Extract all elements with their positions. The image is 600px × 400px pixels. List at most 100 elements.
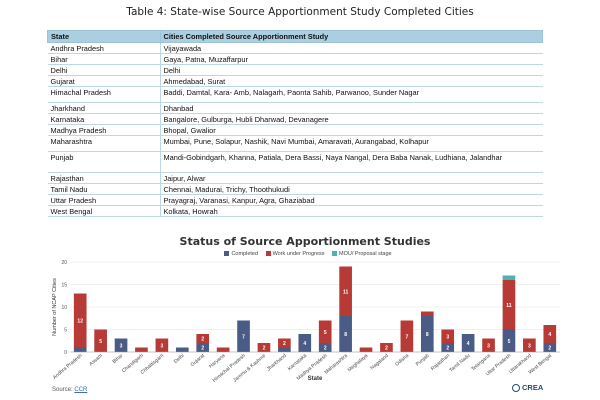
bar-segment <box>298 334 312 352</box>
header-cities: Cities Completed Source Apportionment St… <box>159 30 543 43</box>
bar-segment <box>73 347 87 352</box>
source-prefix: Source: <box>52 387 73 393</box>
x-tick-label: Haryana <box>208 353 227 370</box>
cities-cell: Jaipur, Alwar <box>160 172 543 184</box>
x-tick-label: Meghalaya <box>347 353 370 373</box>
bar-segment <box>420 316 434 352</box>
bar-segment <box>441 329 455 343</box>
state-cell: Madhya Pradesh <box>47 124 161 136</box>
bar-data-label: 11 <box>343 289 349 295</box>
bar-data-label: 8 <box>426 332 429 338</box>
bar-segment <box>502 329 516 352</box>
bar-segment <box>94 329 107 352</box>
x-axis-label: State <box>308 376 323 382</box>
y-tick-label: 5 <box>64 328 67 334</box>
bar-data-label: 7 <box>405 334 408 340</box>
state-cell: Andhra Pradesh <box>47 42 161 54</box>
bar-segment <box>523 338 536 352</box>
bar-data-label: 5 <box>324 330 327 336</box>
table-row: West Bengal Kolkata, Howrah <box>47 205 543 217</box>
y-tick-label: 15 <box>61 283 67 289</box>
chart-title: Status of Source Apportionment Studies <box>179 235 431 248</box>
bar-segment <box>257 343 271 352</box>
source-link[interactable]: CCR <box>74 387 88 393</box>
stacked-bar-chart: 0 5 10 15 20 Number of NCAP Cities 12 Andhra Pr… <box>52 260 560 384</box>
state-cell: Gujarat <box>47 75 161 87</box>
cities-cell: Chennai, Madurai, Trichy, Thoothukudi <box>160 183 543 195</box>
table-row: Bihar Gaya, Patna, Muzaffarpur <box>47 53 543 65</box>
bar-segment <box>73 293 87 348</box>
bar-segment <box>441 343 455 352</box>
y-tick-label: 20 <box>61 260 67 266</box>
table-row: Punjab Mandi-Gobindgarh, Khanna, Patiala,… <box>47 151 543 173</box>
legend-swatch-progress <box>265 251 271 257</box>
table-row: Uttar Pradesh Prayagraj, Varanasi, Kanpur… <box>47 194 543 206</box>
brand-name: CREA <box>522 383 544 392</box>
x-tick-label: Nagaland <box>369 353 389 371</box>
x-tick-label: Delhi <box>173 353 186 365</box>
bar-segment <box>359 347 373 352</box>
bar-data-label: 4 <box>548 332 551 338</box>
bar-data-label: 8 <box>344 332 347 338</box>
bar-segment <box>155 338 169 352</box>
bar-segment <box>175 347 189 352</box>
bar-data-label: 2 <box>548 346 551 352</box>
table-row: Karnataka Bangalore, Gulburga, Hubli Dhar… <box>47 113 543 125</box>
bar-segment <box>135 347 148 352</box>
bar-segment <box>420 311 434 316</box>
bar-data-label: 3 <box>487 343 490 349</box>
x-tick-label: Punjab <box>415 353 431 368</box>
bar-segment <box>339 316 352 352</box>
table-row: Rajasthan Jaipur, Alwar <box>47 172 543 184</box>
bar-segment <box>278 338 291 348</box>
y-tick-label: 0 <box>64 350 67 356</box>
table-row: Andhra Pradesh Vijayawada <box>47 42 543 54</box>
bar-segment <box>237 320 250 352</box>
cities-cell: Kolkata, Howrah <box>160 205 543 217</box>
table-row: Himachal Pradesh Baddi, Damtal, Kara- Amb… <box>47 86 543 103</box>
x-tick-label: Bihar <box>112 353 125 365</box>
bar-segment <box>502 275 516 280</box>
state-cell: West Bengal <box>47 205 161 217</box>
state-cell: Maharashtra <box>47 135 161 152</box>
cities-cell: Bangalore, Gulburga, Hubli Dharwad, Deva… <box>160 113 543 125</box>
bar-segment <box>482 338 495 352</box>
x-tick-label: Assam <box>88 353 104 367</box>
cities-cell: Gaya, Patna, Muzaffarpur <box>160 53 543 65</box>
bar-segment <box>196 343 210 352</box>
bar-segment <box>502 280 516 330</box>
bar-data-label: 2 <box>283 341 286 347</box>
bar-data-label: 2 <box>324 346 327 352</box>
cities-cell: Baddi, Damtal, Kara- Amb, Nalagarh, Paon… <box>160 86 543 103</box>
bar-segment <box>380 343 393 352</box>
bar-data-label: 2 <box>201 337 204 343</box>
bar-segment <box>543 343 557 352</box>
bar-data-label: 2 <box>446 346 449 352</box>
legend-label-completed: Completed <box>231 251 259 257</box>
bar-data-label: 5 <box>99 339 102 345</box>
table-row: Delhi Delhi <box>47 64 543 76</box>
table-row: Gujarat Ahmedabad, Surat <box>47 75 543 87</box>
bar-data-label: 4 <box>303 341 306 347</box>
table-row: Maharashtra Mumbai, Pune, Solapur, Nashik… <box>47 135 543 152</box>
x-tick-label: Gujarat <box>190 353 207 369</box>
cities-cell: Mumbai, Pune, Solapur, Nashik, Navi Mumb… <box>160 135 543 152</box>
source-note: Source: CCR <box>52 387 87 393</box>
bar-segment <box>114 338 128 352</box>
chart-legend: Completed Work under Progress MOU/ Propo… <box>40 251 570 257</box>
bar-data-label: 3 <box>528 343 531 349</box>
cities-cell: Vijayawada <box>160 42 543 54</box>
table-row: Jharkhand Dhanbad <box>47 102 543 114</box>
bar-segment <box>400 320 414 352</box>
bar-data-label: 3 <box>160 343 163 349</box>
bar-segment <box>543 325 557 343</box>
legend-label-mou: MOU/ Proposal stage <box>338 251 392 257</box>
bar-data-label: 2 <box>201 346 204 352</box>
x-tick-label: Andhra Pradesh <box>52 353 84 381</box>
bar-data-label: 3 <box>120 343 123 349</box>
state-cell: Delhi <box>47 64 161 76</box>
brand-logo: CREA <box>512 383 544 393</box>
bar-segment <box>278 347 291 352</box>
bar-data-label: 4 <box>467 341 470 347</box>
table-header-row: State Cities Completed Source Apportionm… <box>47 30 543 43</box>
